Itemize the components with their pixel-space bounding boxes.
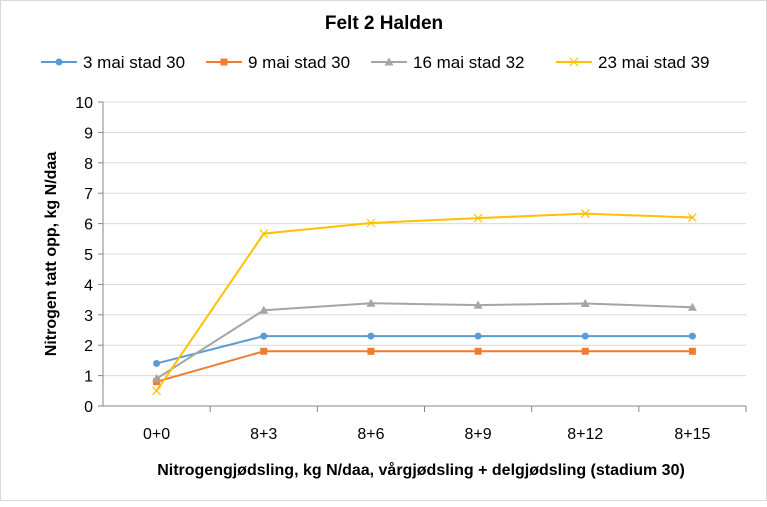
y-tick-label: 8 — [84, 156, 93, 173]
data-point-x — [473, 213, 483, 223]
x-tick-label: 8+6 — [357, 426, 384, 443]
data-point-triangle — [384, 57, 394, 66]
x-tick-label: 8+12 — [567, 426, 603, 443]
x-tick-label: 8+3 — [250, 426, 277, 443]
data-point-square — [474, 347, 482, 355]
data-point-circle — [153, 359, 161, 367]
data-point-square — [688, 347, 696, 355]
series-line — [155, 212, 693, 392]
series-line — [156, 350, 693, 383]
y-tick-label: 3 — [84, 308, 93, 325]
data-point-triangle — [580, 299, 590, 308]
legend-item: 3 mai stad 30 — [41, 53, 185, 72]
y-tick-label: 1 — [84, 369, 93, 386]
x-tick-label: 0+0 — [143, 426, 170, 443]
series-16-mai-stad-32 — [152, 298, 697, 383]
data-point-square — [220, 58, 228, 66]
data-point-square — [367, 347, 375, 355]
series-3-mai-stad-30 — [153, 332, 696, 367]
x-axis-label: Nitrogengjødsling, kg N/daa, vårgjødslin… — [157, 461, 685, 479]
data-point-circle — [367, 332, 375, 340]
y-tick-label: 2 — [84, 338, 93, 355]
data-point-x — [366, 218, 376, 228]
data-point-square — [581, 347, 589, 355]
legend-label: 9 mai stad 30 — [248, 53, 350, 72]
legend-item: 16 mai stad 32 — [371, 53, 525, 72]
data-point-x — [687, 213, 697, 222]
data-point-circle — [55, 58, 63, 66]
data-point-circle — [581, 332, 589, 340]
series-23-mai-stad-39 — [152, 209, 697, 396]
data-point-x — [259, 229, 269, 239]
data-point-triangle — [687, 302, 697, 311]
y-tick-label: 9 — [84, 125, 93, 142]
legend-label: 16 mai stad 32 — [413, 53, 525, 72]
legend-item: 9 mai stad 30 — [206, 53, 350, 72]
y-tick-label: 4 — [84, 277, 93, 294]
y-tick-label: 0 — [84, 399, 93, 416]
chart-title: Felt 2 Halden — [325, 13, 443, 34]
legend-label: 3 mai stad 30 — [83, 53, 185, 72]
series-line — [156, 302, 693, 380]
data-point-triangle — [259, 305, 269, 314]
legend-label: 23 mai stad 39 — [598, 53, 710, 72]
data-point-x — [569, 57, 579, 67]
x-tick-label: 8+9 — [465, 426, 492, 443]
data-point-triangle — [152, 374, 162, 383]
y-tick-label: 5 — [84, 247, 93, 264]
series-9-mai-stad-30 — [153, 347, 696, 386]
data-point-x — [580, 209, 590, 218]
series-line — [156, 335, 693, 365]
y-axis-label: Nitrogen tatt opp, kg N/daa — [43, 152, 60, 357]
data-point-triangle — [473, 300, 483, 309]
x-tick-label: 8+15 — [674, 426, 710, 443]
legend: 3 mai stad 30 9 mai stad 30 16 mai stad 32… — [41, 53, 710, 72]
data-point-circle — [260, 332, 268, 340]
data-point-circle — [688, 332, 696, 340]
data-point-square — [260, 347, 268, 355]
y-tick-label: 10 — [75, 95, 93, 112]
data-point-circle — [474, 332, 482, 340]
data-point-x — [152, 386, 162, 396]
legend-item: 23 mai stad 39 — [556, 53, 710, 72]
y-tick-label: 7 — [84, 186, 93, 203]
data-point-triangle — [366, 298, 376, 307]
y-tick-label: 6 — [84, 217, 93, 234]
